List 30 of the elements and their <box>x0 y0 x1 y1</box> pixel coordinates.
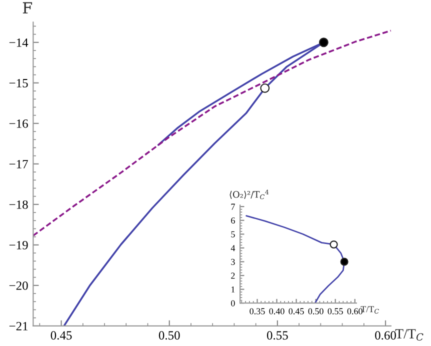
y-tick-label: 0 <box>231 300 235 306</box>
y-tick-label: 7 <box>231 204 235 210</box>
y-tick-label: −18 <box>9 200 28 209</box>
y-tick-label: −14 <box>9 38 28 47</box>
y-tick-label: 3 <box>231 258 235 265</box>
y-tick-label: 6 <box>231 218 235 224</box>
x-tick-label: 0.50 <box>308 308 324 314</box>
y-tick-label: −16 <box>9 119 28 128</box>
y-axis-title: ⟨O₂⟩²/T$_{C}$$^{4}$ <box>230 190 269 200</box>
x-tick-label: 0.35 <box>250 308 265 314</box>
y-tick-label: −17 <box>9 160 28 168</box>
x-tick-label: 0.50 <box>158 331 180 340</box>
y-tick-label: 4 <box>230 245 236 252</box>
y-tick-label: −15 <box>9 78 28 88</box>
y-tick-label: 1 <box>231 286 235 292</box>
x-tick-label: 0.40 <box>269 308 284 314</box>
x-tick-label: 0.60 <box>347 308 362 314</box>
y-axis-title: F <box>22 2 32 14</box>
x-axis-title: T/T$_{C}$ <box>360 306 379 314</box>
y-tick-label: −21 <box>9 322 28 330</box>
y-tick-label: 2 <box>231 272 235 279</box>
y-tick-label: −20 <box>9 281 28 290</box>
x-tick-label: 0.55 <box>328 308 343 314</box>
x-tick-label: 0.55 <box>266 331 288 340</box>
y-tick-label: 5 <box>231 231 235 238</box>
x-tick-label: 0.45 <box>50 331 72 340</box>
x-tick-label: 0.60 <box>375 331 396 340</box>
y-tick-label: −19 <box>9 240 28 250</box>
x-axis-title: T/T$_{C}$ <box>395 329 424 341</box>
x-tick-label: 0.45 <box>288 308 304 314</box>
